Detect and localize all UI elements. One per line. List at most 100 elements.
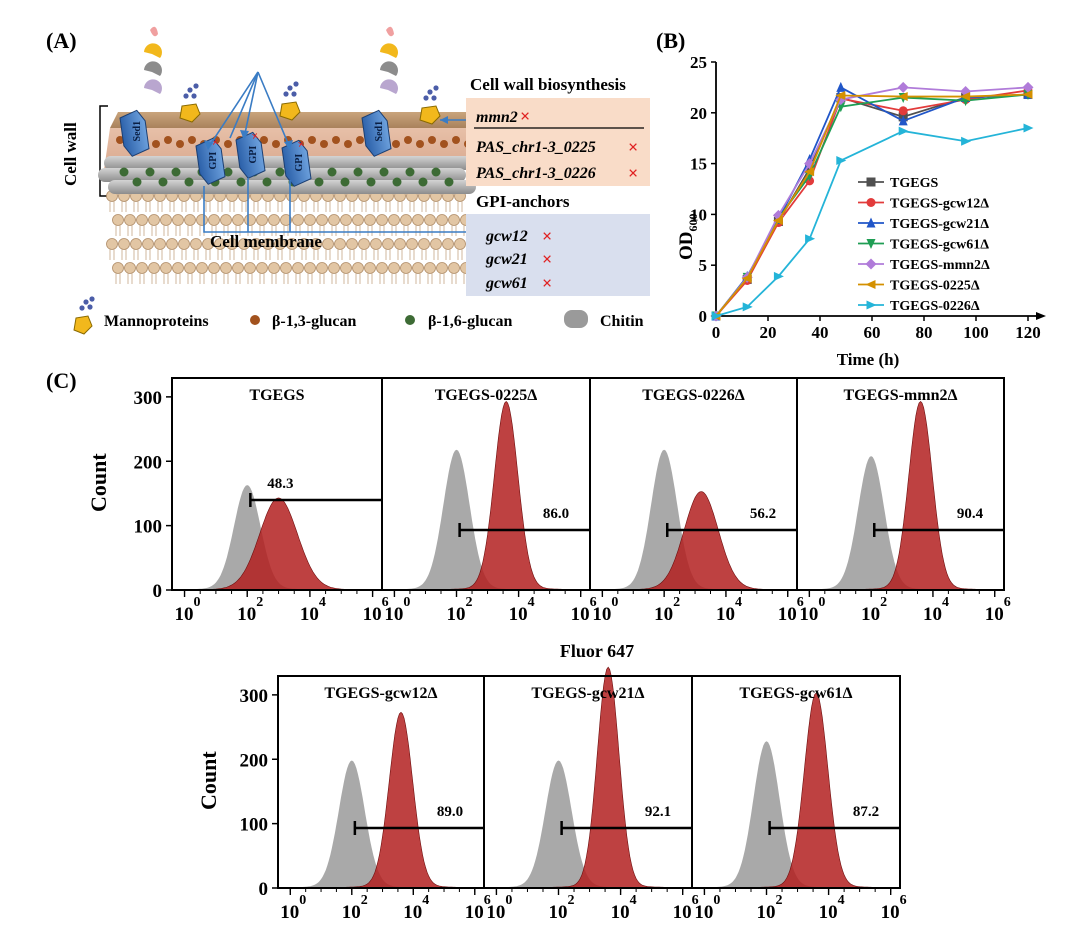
c-x-tick-label: 10 bbox=[571, 604, 590, 625]
c-x-tick-label: 10 bbox=[549, 902, 568, 923]
gpi-arrows bbox=[203, 71, 470, 233]
c-y-tick-label: 100 bbox=[134, 517, 163, 538]
lipid-head bbox=[244, 262, 256, 274]
b-x-tick-label: 40 bbox=[812, 323, 829, 342]
c-x-tick-label: 10 bbox=[465, 902, 484, 923]
c-y-tick-label: 300 bbox=[240, 686, 269, 707]
c-x-tick-label: 10 bbox=[673, 902, 692, 923]
lipid-head bbox=[130, 238, 142, 250]
gate-percent: 92.1 bbox=[645, 804, 671, 820]
gene-gcw21: gcw21 bbox=[485, 251, 528, 268]
beta16-glucan-dot bbox=[132, 177, 142, 187]
lipid-head bbox=[274, 238, 286, 250]
c-x-tick-label: 10 bbox=[716, 604, 735, 625]
b-legend-label: TGEGS bbox=[890, 176, 938, 191]
lipid-head bbox=[364, 262, 376, 274]
lipid-head bbox=[448, 214, 460, 226]
protein-label: Sed1 bbox=[132, 121, 143, 142]
b-data-point bbox=[836, 81, 846, 92]
c-x-tick-label: 10 bbox=[592, 604, 611, 625]
protein-body bbox=[119, 109, 150, 157]
lipid-head bbox=[124, 262, 136, 274]
c-x-tick-label: 10 bbox=[384, 604, 403, 625]
protein-body bbox=[281, 139, 312, 187]
sed1-protein: Sed1 bbox=[119, 109, 150, 157]
beta13-glucan-dot bbox=[452, 136, 460, 144]
c-x-tick-exponent: 6 bbox=[797, 595, 804, 610]
c-x-tick-label: 10 bbox=[342, 902, 361, 923]
gpi-knockout-mark: × bbox=[250, 128, 260, 143]
lipid-head bbox=[124, 214, 136, 226]
lipid-head bbox=[184, 214, 196, 226]
pink-ligand bbox=[150, 26, 158, 37]
lipid-head bbox=[436, 214, 448, 226]
beta13-glucan-dot bbox=[308, 136, 316, 144]
beta16-glucan-dot bbox=[223, 167, 233, 177]
b-legend-label: TGEGS-0226Δ bbox=[890, 299, 980, 314]
mannoprotein-body bbox=[419, 105, 441, 125]
lipid-head bbox=[364, 214, 376, 226]
lipid-head bbox=[208, 262, 220, 274]
lipid-head bbox=[250, 238, 262, 250]
gpi-protein: GPI × bbox=[195, 134, 226, 185]
biosynthesis-box bbox=[466, 98, 650, 186]
beta16-glucan-dot bbox=[327, 167, 337, 177]
lipid-head bbox=[220, 262, 232, 274]
b-data-point bbox=[897, 92, 908, 102]
lipid-head bbox=[232, 214, 244, 226]
sample-histogram bbox=[290, 711, 463, 889]
b-data-point bbox=[866, 300, 877, 310]
beta16-glucan-dot bbox=[158, 177, 168, 187]
lipid-head bbox=[172, 262, 184, 274]
b-data-point bbox=[866, 239, 876, 249]
knockout-mark-gcw61: × bbox=[542, 273, 552, 293]
lipid-head bbox=[298, 238, 310, 250]
histogram-title: TGEGS-gcw21Δ bbox=[531, 685, 644, 702]
gene-0226: PAS_chr1-3_0226 bbox=[475, 165, 596, 182]
cell-wall-schematic: Cell wall Cell membrane Sed1 GPI × GPI × GPI ×… bbox=[61, 26, 650, 335]
protein-label: GPI bbox=[208, 152, 219, 170]
c-x-tick-label: 10 bbox=[237, 604, 256, 625]
lipid-head bbox=[244, 214, 256, 226]
gpi-protein: GPI × bbox=[281, 136, 312, 187]
lipid-head bbox=[136, 262, 148, 274]
protein-body bbox=[235, 131, 266, 179]
lipid-head bbox=[424, 214, 436, 226]
beta13-glucan-dot bbox=[164, 136, 172, 144]
c-x-tick-exponent: 4 bbox=[319, 595, 326, 610]
c-x-tick-label: 10 bbox=[280, 902, 299, 923]
b-data-point bbox=[773, 271, 784, 281]
lipid-head bbox=[442, 238, 454, 250]
c-ylabel-top: Count bbox=[86, 453, 111, 512]
c-x-tick-exponent: 2 bbox=[880, 595, 887, 610]
lipid-head bbox=[292, 214, 304, 226]
histogram-frame bbox=[691, 675, 901, 889]
lavender-binder bbox=[144, 79, 162, 94]
c-x-tick-label: 10 bbox=[694, 902, 713, 923]
lipid-head bbox=[394, 238, 406, 250]
lipid-head bbox=[376, 214, 388, 226]
lipid-head bbox=[190, 238, 202, 250]
cell-membrane-label: Cell membrane bbox=[210, 232, 322, 251]
lipid-head bbox=[310, 238, 322, 250]
lipid-head bbox=[322, 238, 334, 250]
b-data-point bbox=[741, 273, 752, 283]
histogram-title: TGEGS-0226Δ bbox=[642, 387, 745, 404]
legend-mannoproteins: Mannoproteins bbox=[104, 313, 209, 330]
gpi-box bbox=[466, 214, 650, 296]
protein-label: GPI bbox=[294, 154, 305, 172]
c-x-tick-label: 10 bbox=[654, 604, 673, 625]
gpi-protein: GPI × bbox=[235, 128, 266, 179]
b-data-point bbox=[865, 280, 876, 289]
lipid-head bbox=[226, 238, 238, 250]
control-histogram bbox=[184, 485, 361, 590]
knockout-mark-gcw12: × bbox=[542, 226, 552, 246]
beta16-glucan-dot bbox=[379, 167, 389, 177]
knockout-mark-0226: × bbox=[628, 163, 638, 183]
lipid-head bbox=[370, 238, 382, 250]
c-x-tick-exponent: 2 bbox=[256, 595, 263, 610]
knockout-mark-0225: × bbox=[628, 137, 638, 157]
b-x-tick-label: 120 bbox=[1015, 323, 1041, 342]
beta13-glucan-dot bbox=[416, 140, 424, 148]
